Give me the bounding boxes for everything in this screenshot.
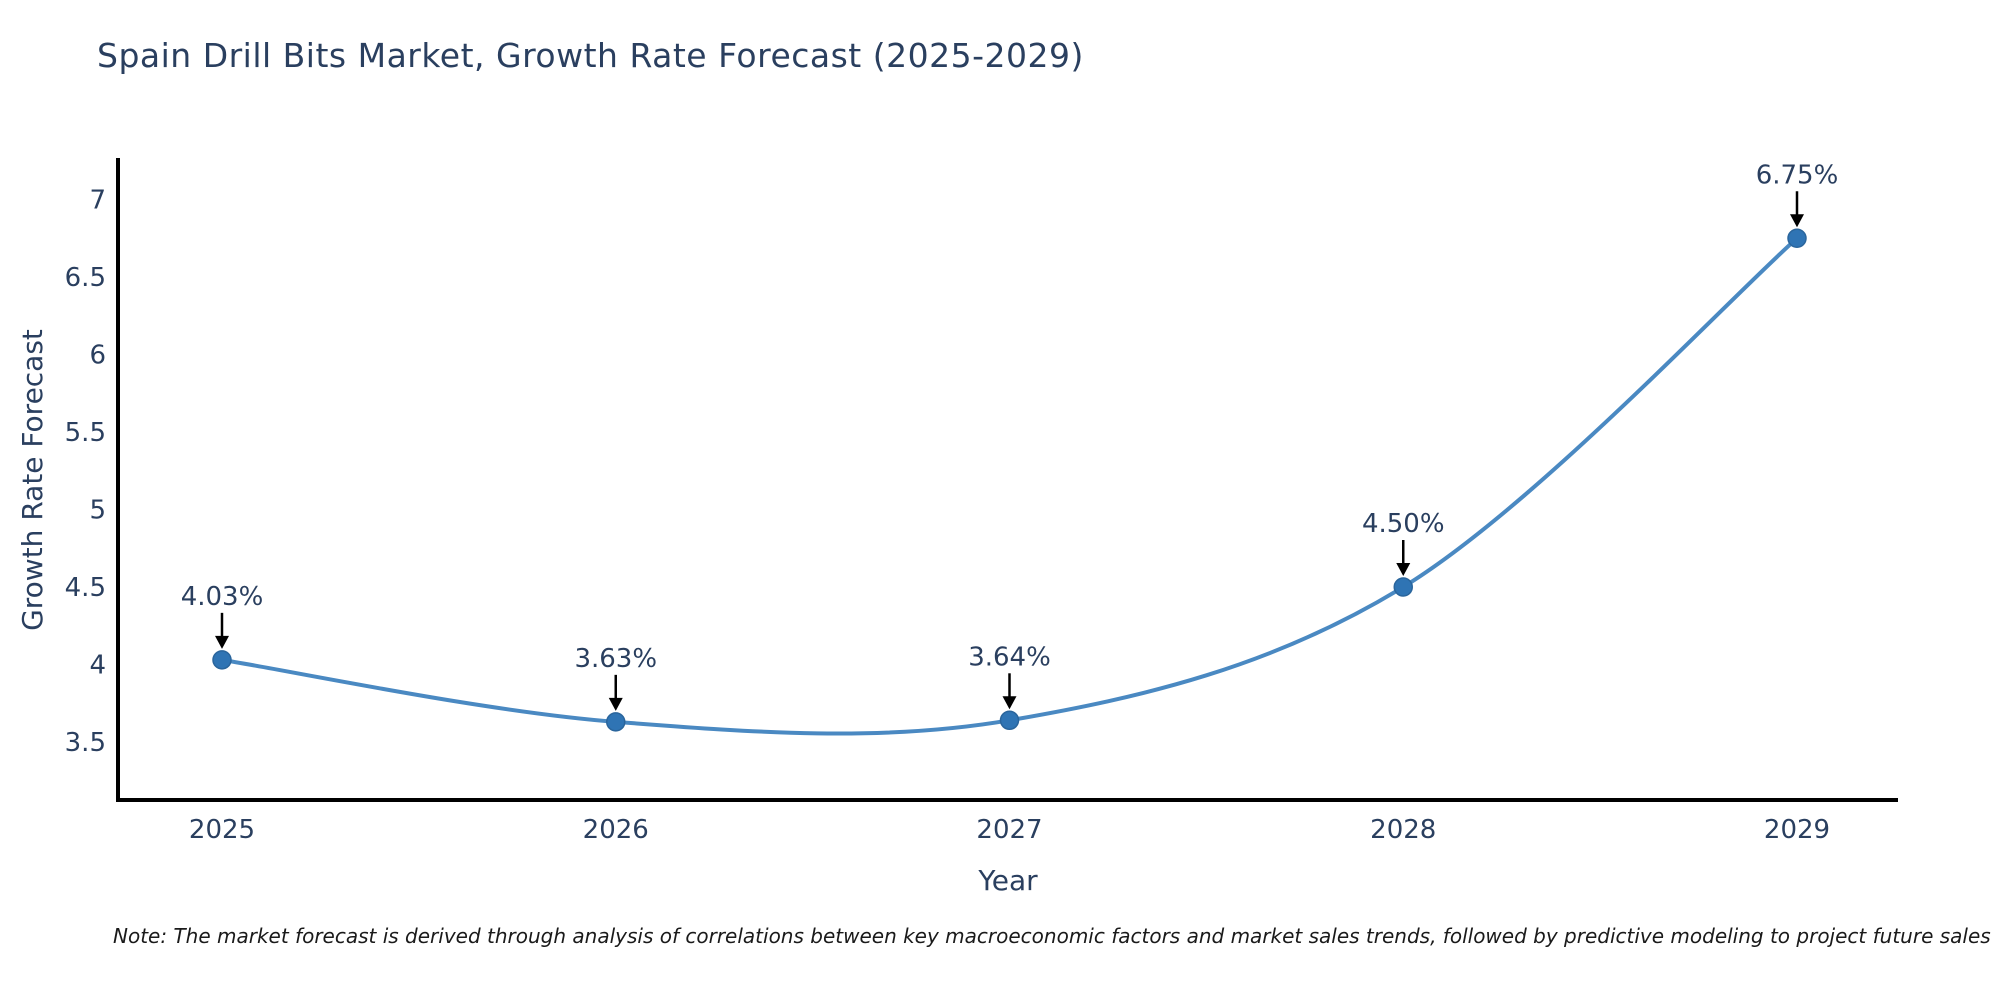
y-tick-label: 5: [89, 496, 106, 526]
x-tick-label: 2027: [976, 815, 1042, 845]
point-annotation: 4.50%: [1362, 509, 1445, 576]
data-point-marker: [606, 712, 626, 732]
annotation-arrowhead-icon: [1002, 696, 1017, 710]
point-value-label: 3.64%: [968, 642, 1051, 672]
annotation-arrowhead-icon: [608, 697, 623, 711]
x-tick-label: 2026: [583, 815, 649, 845]
footnote: Note: The market forecast is derived thr…: [113, 924, 1991, 948]
series-markers: [212, 228, 1807, 732]
y-tick-label: 7: [89, 186, 106, 216]
point-annotation: 3.64%: [968, 642, 1051, 710]
y-axis-title: Growth Rate Forecast: [16, 329, 49, 631]
series-line: [220, 236, 1799, 736]
x-axis-tick-labels: 2025 2026 2027 2028 2029: [189, 815, 1830, 845]
point-value-label: 3.63%: [574, 644, 657, 674]
data-point-marker: [1393, 577, 1413, 597]
annotation-arrowhead-icon: [1790, 214, 1804, 228]
point-annotations: 4.03% 3.63% 3.64% 4.50% 6.75%: [181, 160, 1839, 711]
y-tick-label: 6.5: [65, 263, 106, 293]
x-tick-label: 2025: [189, 815, 255, 845]
point-value-label: 4.03%: [181, 582, 264, 612]
y-tick-label: 5.5: [65, 418, 106, 448]
annotation-arrowhead-icon: [1396, 563, 1411, 576]
y-tick-label: 4: [89, 651, 106, 681]
point-value-label: 6.75%: [1756, 160, 1839, 190]
point-value-label: 4.50%: [1362, 509, 1445, 539]
x-axis-title: Year: [977, 864, 1038, 897]
y-tick-label: 4.5: [65, 573, 106, 603]
point-annotation: 3.63%: [574, 644, 657, 711]
data-point-marker: [1787, 228, 1807, 248]
point-annotation: 6.75%: [1756, 160, 1839, 228]
y-tick-label: 6: [89, 341, 106, 371]
x-tick-label: 2029: [1764, 815, 1830, 845]
y-axis-tick-labels: 3.5 4 4.5 5 5.5 6 6.5 7: [65, 186, 106, 759]
annotation-arrowhead-icon: [215, 635, 229, 649]
point-annotation: 4.03%: [181, 582, 264, 649]
data-point-marker: [999, 710, 1020, 731]
x-tick-label: 2028: [1370, 815, 1436, 845]
data-point-marker: [212, 650, 232, 670]
chart-title: Spain Drill Bits Market, Growth Rate For…: [97, 36, 1084, 75]
y-tick-label: 3.5: [65, 728, 106, 758]
